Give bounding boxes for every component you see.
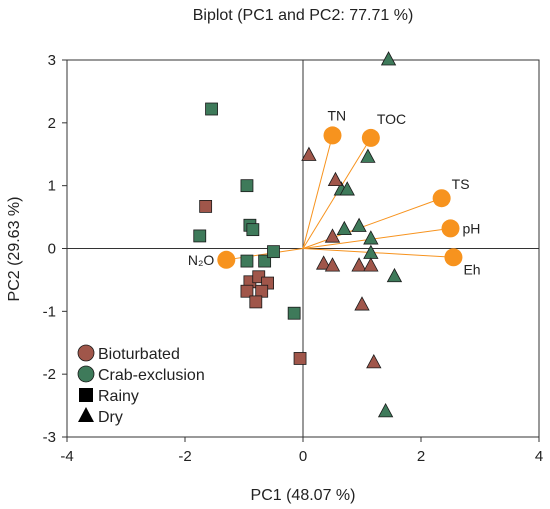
point-13 bbox=[240, 284, 254, 298]
legend-marker-2 bbox=[79, 388, 93, 402]
point-26 bbox=[377, 403, 394, 418]
y-tick-label: 2 bbox=[48, 115, 56, 132]
legend: Bioturbated Crab-exclusion Rainy Dry bbox=[77, 344, 205, 426]
point-25 bbox=[386, 267, 403, 283]
loading-label-2: TS bbox=[452, 176, 470, 192]
point-6 bbox=[258, 254, 272, 268]
point-0 bbox=[205, 102, 218, 116]
point-5 bbox=[240, 254, 254, 268]
x-tick-label: -4 bbox=[60, 448, 73, 465]
loading-line-2 bbox=[302, 197, 442, 249]
y-tick-label: -1 bbox=[43, 303, 56, 320]
point-34 bbox=[354, 296, 370, 311]
legend-marker-3 bbox=[78, 407, 94, 422]
point-23 bbox=[363, 230, 379, 245]
loading-label-3: pH bbox=[463, 220, 481, 236]
x-tick-label: 2 bbox=[417, 448, 425, 465]
loading-marker-3 bbox=[441, 219, 460, 238]
x-tick-label: 0 bbox=[299, 448, 307, 465]
loading-line-5 bbox=[226, 248, 304, 261]
axis-ticks: -4 -2 0 2 4 3 2 1 0 -1 -2 -3 bbox=[43, 52, 544, 465]
loading-label-4: Eh bbox=[463, 261, 480, 277]
point-15 bbox=[249, 295, 263, 309]
loading-marker-0 bbox=[323, 126, 342, 145]
point-22 bbox=[351, 217, 367, 232]
point-33 bbox=[363, 257, 379, 272]
y-tick-label: -3 bbox=[43, 429, 56, 446]
loading-marker-4 bbox=[444, 248, 463, 267]
loading-label-5: N₂O bbox=[188, 252, 215, 268]
point-7 bbox=[267, 245, 280, 259]
point-30 bbox=[315, 255, 332, 270]
point-31 bbox=[324, 257, 341, 272]
x-tick-label: -2 bbox=[178, 448, 191, 465]
point-28 bbox=[327, 171, 344, 187]
loading-line-0 bbox=[302, 135, 333, 249]
loading-marker-2 bbox=[432, 189, 451, 208]
point-27 bbox=[301, 146, 317, 161]
legend-label-0: Bioturbated bbox=[98, 346, 180, 363]
point-8 bbox=[287, 306, 301, 320]
y-tick-label: 1 bbox=[48, 178, 56, 195]
loading-label-0: TN bbox=[328, 107, 347, 123]
loading-markers: TN TOC TS pH Eh N₂O bbox=[188, 107, 481, 277]
point-1 bbox=[193, 229, 207, 243]
x-axis-label: PC1 (48.07 %) bbox=[251, 487, 356, 504]
y-tick-label: 3 bbox=[48, 52, 56, 69]
loading-line-3 bbox=[302, 227, 451, 249]
loading-vectors bbox=[226, 135, 454, 261]
sample-points bbox=[193, 51, 403, 418]
y-tick-label: 0 bbox=[48, 241, 56, 258]
point-21 bbox=[336, 220, 352, 236]
point-16 bbox=[293, 352, 307, 365]
y-axis-label: PC2 (29.63 %) bbox=[6, 197, 23, 302]
y-tick-label: -2 bbox=[43, 366, 56, 383]
legend-label-2: Rainy bbox=[98, 388, 139, 405]
x-tick-label: 4 bbox=[535, 448, 543, 465]
point-2 bbox=[240, 179, 254, 193]
loading-label-1: TOC bbox=[377, 111, 406, 127]
point-32 bbox=[351, 257, 367, 272]
point-14 bbox=[255, 284, 269, 298]
point-17 bbox=[380, 51, 397, 66]
chart-title: Biplot (PC1 and PC2: 77.71 %) bbox=[193, 7, 414, 24]
loading-marker-5 bbox=[217, 250, 236, 269]
legend-marker-0 bbox=[77, 344, 95, 362]
point-18 bbox=[360, 148, 376, 163]
legend-label-3: Dry bbox=[98, 409, 123, 426]
loading-marker-1 bbox=[361, 128, 380, 147]
point-9 bbox=[199, 200, 213, 213]
point-29 bbox=[324, 228, 341, 243]
legend-label-1: Crab-exclusion bbox=[98, 367, 205, 384]
point-35 bbox=[366, 354, 382, 369]
legend-marker-1 bbox=[77, 365, 95, 383]
loading-line-4 bbox=[302, 248, 454, 258]
point-20 bbox=[339, 181, 355, 196]
point-4 bbox=[246, 223, 260, 237]
